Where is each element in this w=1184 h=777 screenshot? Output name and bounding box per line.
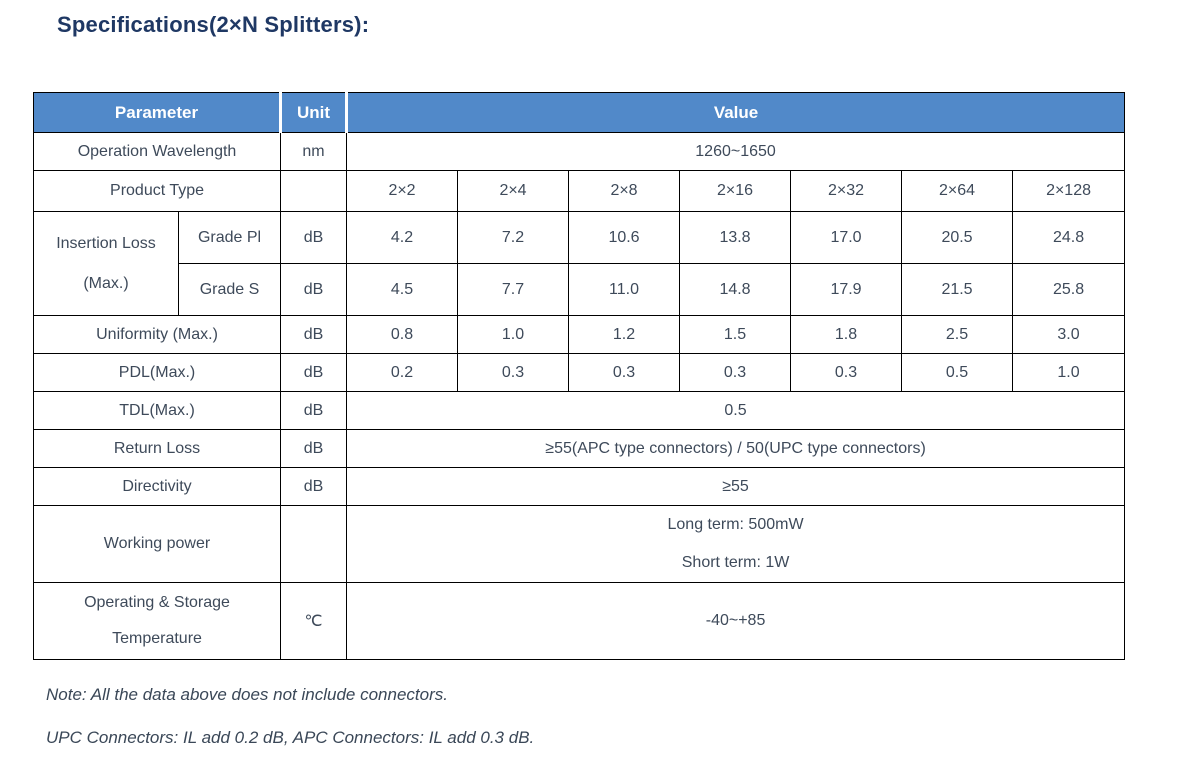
product-type-cell: 2×16 xyxy=(679,170,792,212)
product-type-cell: 2×2 xyxy=(346,170,459,212)
value-cell: 1.0 xyxy=(457,315,570,354)
param-label-temperature: Operating & Storage Temperature xyxy=(32,582,282,660)
insertion-loss-line2: (Max.) xyxy=(83,274,129,292)
value-cell: 0.8 xyxy=(346,315,459,354)
working-power-line1: Long term: 500mW xyxy=(667,516,804,533)
value-cell: 0.5 xyxy=(346,391,1126,430)
unit-cell: dB xyxy=(280,467,348,506)
value-cell: 1.5 xyxy=(679,315,792,354)
param-label: Working power xyxy=(32,505,282,583)
param-label: Return Loss xyxy=(32,429,282,468)
row-pdl: PDL(Max.) dB 0.2 0.3 0.3 0.3 0.3 0.5 1.0 xyxy=(32,353,1126,392)
unit-cell: ℃ xyxy=(280,582,348,660)
temperature-label-line1: Operating & Storage xyxy=(84,594,230,611)
product-type-cell: 2×4 xyxy=(457,170,570,212)
value-cell: 24.8 xyxy=(1012,211,1126,264)
value-cell: -40~+85 xyxy=(346,582,1126,660)
temperature-label-line2: Temperature xyxy=(112,630,202,647)
value-cell: 17.9 xyxy=(790,263,903,316)
value-cell: 0.3 xyxy=(790,353,903,392)
working-power-line2: Short term: 1W xyxy=(681,554,790,571)
value-cell: 7.2 xyxy=(457,211,570,264)
value-cell-working-power: Long term: 500mW Short term: 1W xyxy=(346,505,1126,583)
insertion-loss-line1: Insertion Loss xyxy=(56,234,156,252)
param-label: PDL(Max.) xyxy=(32,353,282,392)
unit-cell-empty xyxy=(280,505,348,583)
value-cell: 7.7 xyxy=(457,263,570,316)
header-parameter: Parameter xyxy=(32,92,283,133)
value-cell: 4.2 xyxy=(346,211,459,264)
value-cell: 21.5 xyxy=(901,263,1014,316)
row-operation-wavelength: Operation Wavelength nm 1260~1650 xyxy=(32,132,1126,171)
unit-cell: dB xyxy=(280,211,348,264)
note-line-1: Note: All the data above does not includ… xyxy=(46,685,448,704)
grade-label: Grade S xyxy=(177,263,282,316)
value-cell: 14.8 xyxy=(679,263,792,316)
value-cell: 25.8 xyxy=(1012,263,1126,316)
value-cell: 17.0 xyxy=(790,211,903,264)
value-cell: 4.5 xyxy=(346,263,459,316)
unit-cell: dB xyxy=(280,315,348,354)
row-insertion-loss-grade-s: Grade S dB 4.5 7.7 11.0 14.8 17.9 21.5 2… xyxy=(34,263,1126,316)
grade-label: Grade Pl xyxy=(177,211,282,264)
value-cell: 1.2 xyxy=(568,315,681,354)
product-type-cell: 2×32 xyxy=(790,170,903,212)
product-type-cell: 2×64 xyxy=(901,170,1014,212)
value-cell: 3.0 xyxy=(1012,315,1126,354)
row-insertion-loss-grade-pl: Insertion Loss (Max.) Grade Pl dB 4.2 7.… xyxy=(33,211,1126,316)
value-cell: 1260~1650 xyxy=(346,132,1126,171)
value-cell: 1.0 xyxy=(1012,353,1126,392)
param-label: Directivity xyxy=(32,467,282,506)
value-cell: 0.3 xyxy=(568,353,681,392)
header-row: Parameter Unit Value xyxy=(32,92,1126,133)
note-line-2: UPC Connectors: IL add 0.2 dB, APC Conne… xyxy=(46,728,535,747)
footnotes: Note: All the data above does not includ… xyxy=(46,684,534,770)
unit-cell: dB xyxy=(280,429,348,468)
value-cell: 13.8 xyxy=(679,211,792,264)
value-cell: 0.2 xyxy=(346,353,459,392)
param-label: TDL(Max.) xyxy=(32,391,282,430)
value-cell: 20.5 xyxy=(901,211,1014,264)
unit-cell: dB xyxy=(280,263,348,316)
value-cell: 1.8 xyxy=(790,315,903,354)
value-cell: ≥55(APC type connectors) / 50(UPC type c… xyxy=(346,429,1126,468)
unit-cell: nm xyxy=(280,132,348,171)
product-type-cell: 2×8 xyxy=(568,170,681,212)
param-label-insertion-loss: Insertion Loss (Max.) xyxy=(33,211,179,316)
param-label: Operation Wavelength xyxy=(32,132,282,171)
unit-cell-empty xyxy=(280,170,348,212)
row-temperature: Operating & Storage Temperature ℃ -40~+8… xyxy=(32,582,1126,660)
row-tdl: TDL(Max.) dB 0.5 xyxy=(32,391,1126,430)
product-type-cell: 2×128 xyxy=(1012,170,1126,212)
unit-cell: dB xyxy=(280,353,348,392)
header-unit: Unit xyxy=(279,92,349,133)
value-cell: 10.6 xyxy=(568,211,681,264)
value-cell: ≥55 xyxy=(346,467,1126,506)
value-cell: 0.3 xyxy=(457,353,570,392)
value-cell: 11.0 xyxy=(568,263,681,316)
row-return-loss: Return Loss dB ≥55(APC type connectors) … xyxy=(32,429,1126,468)
value-cell: 2.5 xyxy=(901,315,1014,354)
value-cell: 0.5 xyxy=(901,353,1014,392)
header-value: Value xyxy=(345,92,1126,133)
row-product-type: Product Type 2×2 2×4 2×8 2×16 2×32 2×64 … xyxy=(32,170,1126,212)
specifications-table: Parameter Unit Value Operation Wavelengt… xyxy=(32,92,1126,660)
row-uniformity: Uniformity (Max.) dB 0.8 1.0 1.2 1.5 1.8… xyxy=(32,315,1126,354)
value-cell: 0.3 xyxy=(679,353,792,392)
row-working-power: Working power Long term: 500mW Short ter… xyxy=(32,505,1126,583)
row-directivity: Directivity dB ≥55 xyxy=(32,467,1126,506)
unit-cell: dB xyxy=(280,391,348,430)
param-label: Uniformity (Max.) xyxy=(32,315,282,354)
param-label: Product Type xyxy=(32,170,282,212)
page-title: Specifications(2×N Splitters): xyxy=(57,12,370,37)
